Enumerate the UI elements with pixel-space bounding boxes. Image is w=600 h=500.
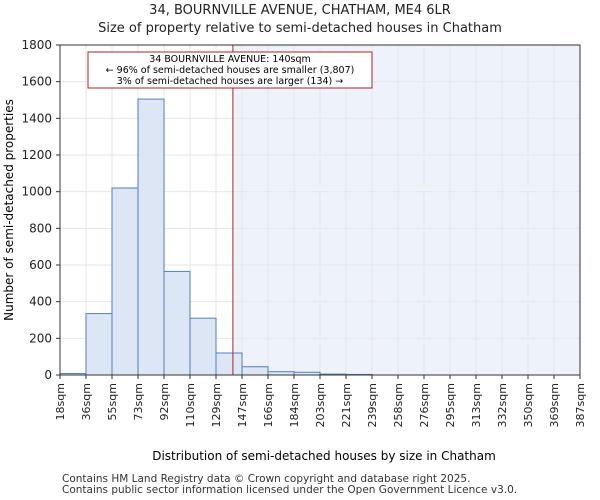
annotation-box (87, 51, 373, 89)
histogram-chart: 0 200 400 600 800 1000 1200 1400 1600 1800 18sqm 3… (2, 38, 587, 463)
histogram-bar (163, 270, 191, 376)
x-tick-label: 166sqm (262, 383, 275, 427)
y-axis-label: Number of semi-detached properties (2, 99, 16, 321)
y-tick-label: 1400 (21, 111, 52, 125)
y-tick-label: 1000 (21, 185, 52, 199)
x-tick-label: 92sqm (158, 383, 171, 420)
x-tick-label: 55sqm (106, 383, 119, 420)
x-tick-label: 18sqm (54, 383, 67, 420)
x-tick-label: 295sqm (444, 383, 457, 427)
annotation-line-3: 3% of semi-detached houses are larger (1… (117, 76, 344, 87)
footer-copyright: Contains HM Land Registry data © Crown c… (62, 473, 471, 485)
x-tick-label: 221sqm (340, 383, 353, 427)
y-tick-label: 1600 (21, 75, 52, 89)
y-tick-label: 0 (44, 368, 52, 382)
larger-properties-shade (232, 45, 580, 375)
footer-licence: Contains public sector information licen… (62, 484, 518, 496)
x-tick-label: 203sqm (314, 383, 327, 427)
x-tick-label: 369sqm (548, 383, 561, 427)
x-tick-label: 73sqm (132, 383, 145, 420)
x-tick-label: 350sqm (522, 383, 535, 427)
y-tick-label: 400 (29, 295, 52, 309)
x-tick-label: 239sqm (366, 383, 379, 427)
x-tick-label: 129sqm (210, 383, 223, 427)
histogram-bar (215, 352, 243, 376)
annotation-line-1: 34 BOURNVILLE AVENUE: 140sqm (149, 54, 311, 65)
x-tick-label: 313sqm (470, 383, 483, 427)
x-tick-label: 387sqm (574, 383, 587, 427)
chart-title: 34, BOURNVILLE AVENUE, CHATHAM, ME4 6LR (149, 3, 451, 18)
histogram-bar (137, 98, 165, 376)
histogram-bar (111, 187, 139, 376)
x-axis-label: Distribution of semi-detached houses by … (152, 449, 496, 463)
x-tick-label: 110sqm (184, 383, 197, 427)
annotation-line-2: ← 96% of semi-detached houses are smalle… (106, 65, 355, 76)
y-tick-label: 600 (29, 258, 52, 272)
y-tick-label: 1200 (21, 148, 52, 162)
y-tick-label: 800 (29, 221, 52, 235)
histogram-bar (85, 313, 113, 376)
x-tick-label: 258sqm (392, 383, 405, 427)
x-tick-label: 147sqm (236, 383, 249, 427)
histogram-bar (189, 317, 217, 376)
chart-subtitle: Size of property relative to semi-detach… (98, 21, 502, 36)
x-tick-label: 36sqm (80, 383, 93, 420)
y-tick-label: 1800 (21, 38, 52, 52)
y-tick-label: 200 (29, 331, 52, 345)
x-tick-label: 276sqm (418, 383, 431, 427)
x-tick-label: 332sqm (496, 383, 509, 427)
x-tick-label: 184sqm (288, 383, 301, 427)
histogram-bar (241, 366, 269, 376)
